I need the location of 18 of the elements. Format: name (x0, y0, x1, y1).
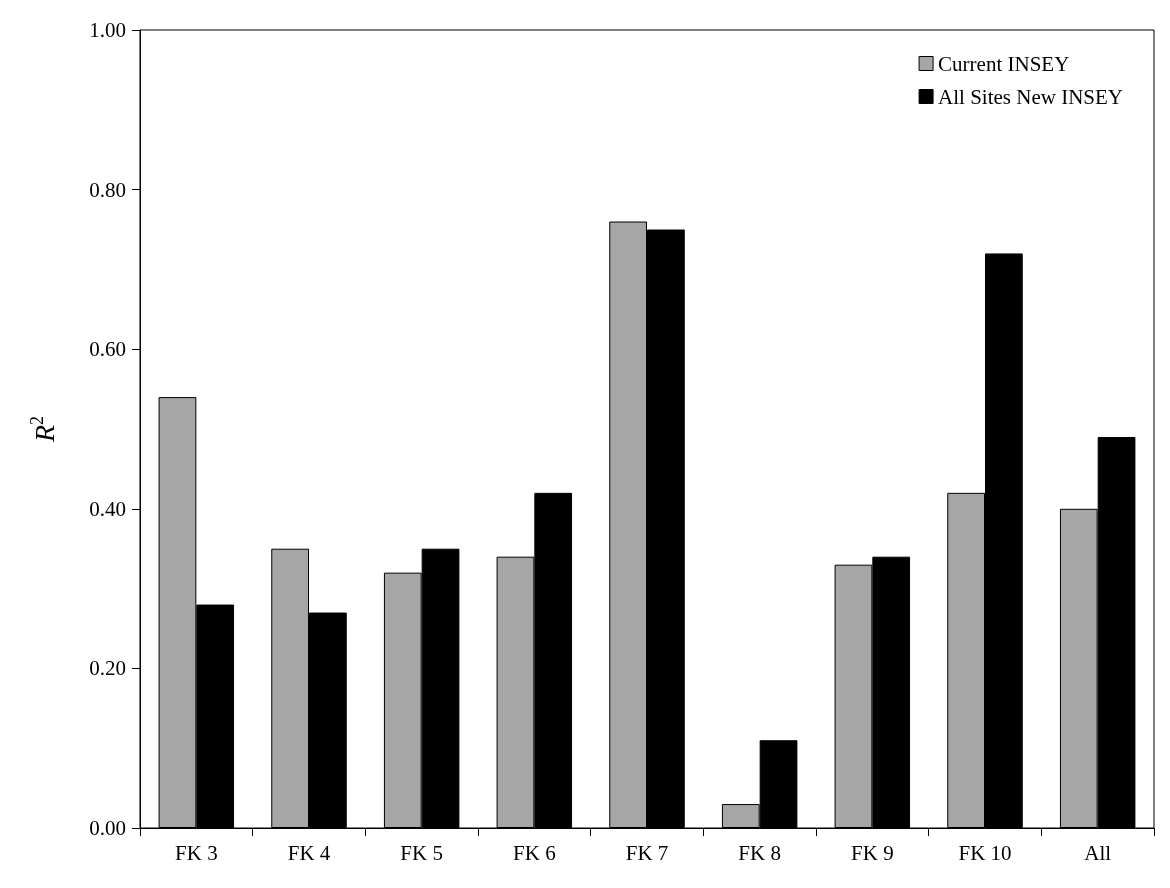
y-tick-label: 0.00 (89, 816, 126, 840)
x-tick-label: FK 6 (513, 840, 556, 865)
x-tick-label: FK 4 (287, 840, 331, 865)
x-tick-label: FK 7 (625, 840, 669, 865)
y-tick-label: 0.80 (89, 177, 126, 202)
x-tick-label: FK 5 (400, 840, 443, 865)
x-tick-label: FK 9 (851, 840, 894, 865)
x-tick-label: All (1084, 840, 1112, 865)
x-tick-label: FK 8 (738, 840, 781, 865)
y-tick-label: 1.00 (89, 18, 126, 42)
y-tick-label: 0.20 (89, 656, 126, 681)
y-axis-title: R2 (27, 415, 60, 444)
legend-label: All Sites New INSEY (938, 84, 1124, 109)
y-tick-label: 0.40 (89, 496, 126, 521)
y-tick-label: 0.60 (89, 337, 126, 362)
x-tick-label: FK 10 (958, 840, 1012, 865)
legend-label: Current INSEY (938, 51, 1070, 76)
x-tick-label: FK 3 (175, 840, 218, 865)
